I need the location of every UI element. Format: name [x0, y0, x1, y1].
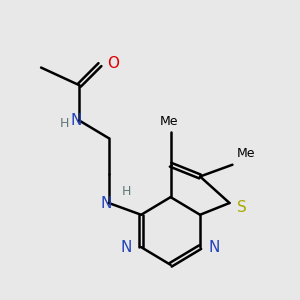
Text: N: N: [100, 196, 112, 211]
Text: O: O: [107, 56, 119, 70]
Text: Me: Me: [237, 147, 255, 160]
Text: N: N: [121, 240, 132, 255]
Text: H: H: [60, 117, 69, 130]
Text: S: S: [237, 200, 247, 215]
Text: N: N: [209, 240, 220, 255]
Text: H: H: [122, 185, 131, 198]
Text: N: N: [71, 113, 82, 128]
Text: Me: Me: [160, 115, 178, 128]
